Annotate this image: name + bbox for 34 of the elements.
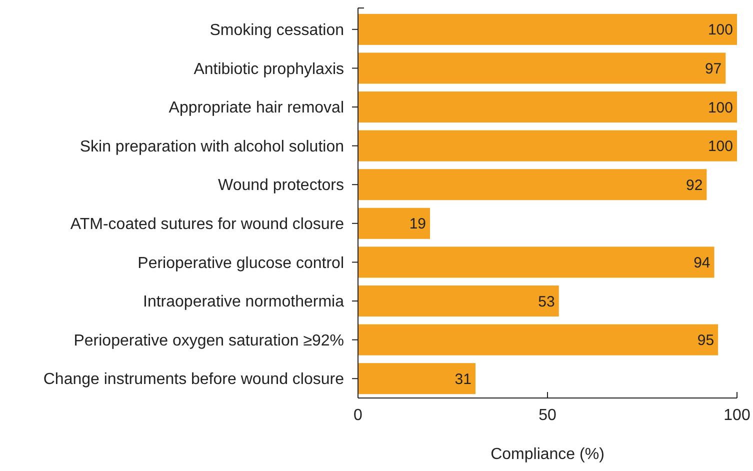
bar <box>358 91 737 123</box>
data-label: 95 <box>697 332 714 350</box>
bar <box>358 14 737 45</box>
y-tick-label: Perioperative oxygen saturation ≥92% <box>74 332 344 350</box>
bar <box>358 285 559 317</box>
bar <box>358 363 476 394</box>
data-label: 100 <box>708 22 733 39</box>
y-tick-label: ATM-coated sutures for wound closure <box>70 216 344 233</box>
y-tick-label: Antibiotic prophylaxis <box>194 60 344 78</box>
y-tick-label: Perioperative glucose control <box>138 254 344 272</box>
y-tick-label: Change instruments before wound closure <box>43 371 344 388</box>
bar <box>358 52 726 84</box>
bar <box>358 246 714 278</box>
data-label: 100 <box>708 99 733 116</box>
data-label: 53 <box>538 293 555 310</box>
y-tick-label: Intraoperative normothermia <box>143 294 344 311</box>
x-tick-label: 100 <box>724 407 750 424</box>
bar <box>358 130 737 162</box>
y-tick-label: Appropriate hair removal <box>168 100 344 117</box>
data-label: 97 <box>704 60 722 78</box>
data-label: 92 <box>686 176 703 194</box>
data-label: 100 <box>708 138 733 156</box>
data-label: 19 <box>409 216 426 233</box>
y-tick-label: Smoking cessation <box>210 22 344 39</box>
data-label: 31 <box>454 370 472 388</box>
data-label: 94 <box>694 254 710 272</box>
y-tick-label: Skin preparation with alcohol solution <box>80 138 344 156</box>
x-tick-label: 50 <box>538 407 556 424</box>
y-tick-label: Wound protectors <box>218 177 344 194</box>
bar <box>358 169 707 200</box>
bar <box>358 208 430 239</box>
x-tick-label: 0 <box>354 407 363 424</box>
x-axis-title: Compliance (%) <box>490 446 604 463</box>
bar <box>358 324 718 356</box>
